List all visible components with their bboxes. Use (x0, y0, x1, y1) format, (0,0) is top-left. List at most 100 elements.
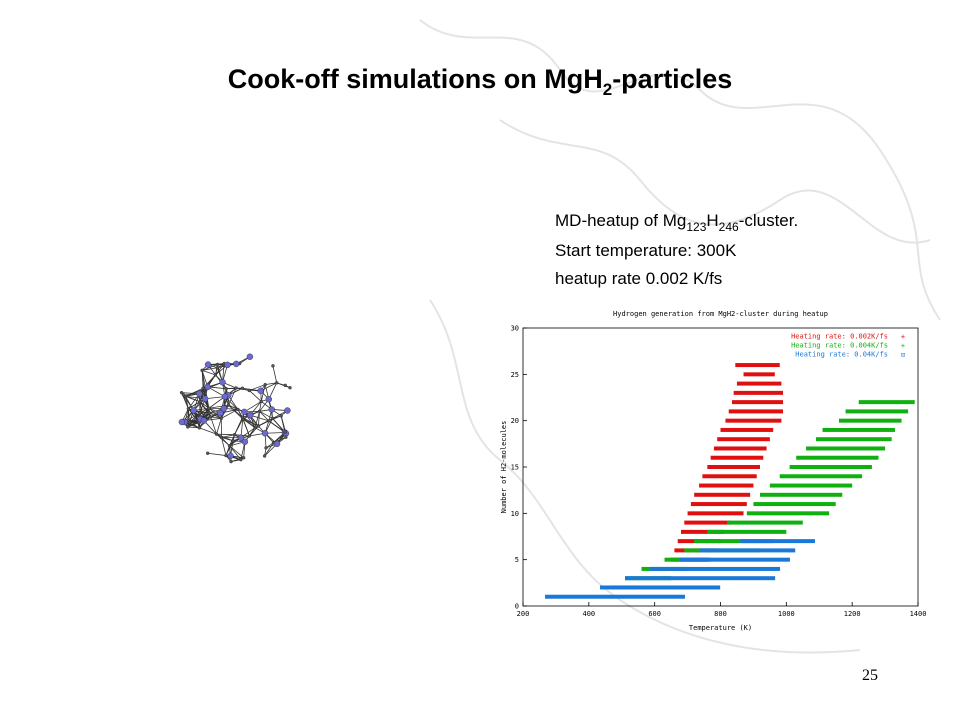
atom (265, 396, 272, 403)
data-band (713, 446, 767, 451)
data-band (727, 520, 803, 525)
data-band (699, 483, 754, 488)
atom (198, 400, 202, 404)
y-tick-label: 15 (511, 464, 519, 472)
atom (198, 411, 202, 415)
bond (210, 416, 222, 419)
legend-marker: + (901, 342, 905, 350)
atom (196, 390, 203, 397)
data-band (707, 529, 787, 534)
atom (220, 405, 227, 412)
text: MD-heatup of Mg (555, 211, 686, 230)
bond (185, 387, 204, 397)
y-tick-label: 30 (511, 325, 519, 333)
bond (254, 411, 260, 428)
legend-marker: ⊡ (901, 351, 905, 359)
atom (241, 438, 249, 445)
data-band (858, 400, 915, 405)
bond (250, 414, 269, 422)
x-tick-label: 400 (583, 610, 596, 618)
bond (258, 411, 260, 427)
bond (202, 367, 218, 371)
x-axis-label: Temperature (K) (689, 624, 752, 632)
data-band (753, 502, 836, 507)
atom (241, 408, 248, 416)
page-number: 25 (862, 667, 878, 684)
bond (187, 426, 200, 429)
atom (284, 435, 288, 439)
bond (229, 445, 244, 459)
caption-line: Start temperature: 300K (555, 241, 737, 260)
data-band (740, 539, 815, 544)
bond (221, 434, 235, 438)
atom (213, 373, 218, 377)
sub: 123 (686, 220, 706, 234)
data-band (839, 418, 902, 423)
atom (247, 388, 251, 393)
caption: MD-heatup of Mg123H246-cluster. Start te… (555, 211, 798, 288)
atom (208, 415, 213, 419)
data-band (746, 511, 830, 516)
atom (261, 430, 269, 437)
y-tick-label: 20 (511, 417, 519, 425)
bond (199, 427, 217, 435)
bond (248, 390, 262, 402)
title-tail: -particles (612, 64, 732, 94)
data-band (702, 474, 757, 479)
atom (288, 386, 292, 390)
data-band (694, 539, 774, 544)
atom (239, 457, 243, 462)
title-sub: 2 (603, 80, 612, 99)
atom (241, 456, 246, 460)
legend-marker: + (901, 333, 905, 341)
atom (270, 416, 275, 421)
y-tick-label: 10 (511, 510, 519, 518)
bond (221, 409, 239, 419)
bond (272, 418, 286, 433)
data-band (545, 594, 685, 599)
bond (249, 384, 266, 391)
atom (229, 459, 233, 464)
atom (215, 366, 220, 370)
bond (268, 420, 286, 433)
atom (263, 382, 267, 387)
bond (208, 396, 226, 409)
atom (284, 407, 291, 414)
data-band (845, 409, 909, 414)
caption-line: MD-heatup of Mg123H246-cluster. (555, 211, 798, 234)
atom (214, 432, 219, 436)
atom (204, 361, 212, 368)
bond (187, 408, 190, 423)
data-band (822, 427, 895, 432)
y-tick-label: 5 (515, 556, 519, 564)
sub: 246 (719, 220, 739, 234)
data-band (789, 465, 872, 469)
atom (190, 407, 197, 414)
data-band (760, 492, 843, 497)
atom (204, 383, 211, 391)
bond (199, 401, 210, 414)
atom (224, 361, 231, 369)
data-band (717, 437, 770, 442)
bond (199, 412, 211, 418)
atom (224, 453, 228, 458)
chart: Hydrogen generation from MgH2-cluster du… (500, 310, 926, 632)
y-axis-label: Number of H2-molecules (500, 421, 508, 514)
data-band (769, 483, 853, 488)
bond (265, 382, 277, 386)
atom (279, 414, 283, 418)
data-band (684, 520, 731, 525)
y-tick-label: 0 (515, 603, 519, 611)
x-tick-label: 200 (517, 610, 530, 618)
atom (257, 409, 262, 414)
atom (219, 435, 224, 440)
bond (234, 417, 243, 435)
data-band (736, 381, 782, 386)
atom (283, 383, 287, 388)
atom (181, 393, 186, 397)
data-band (710, 455, 764, 460)
atom (247, 434, 252, 438)
atom (259, 399, 263, 404)
data-band (720, 427, 774, 432)
atom (283, 430, 287, 434)
